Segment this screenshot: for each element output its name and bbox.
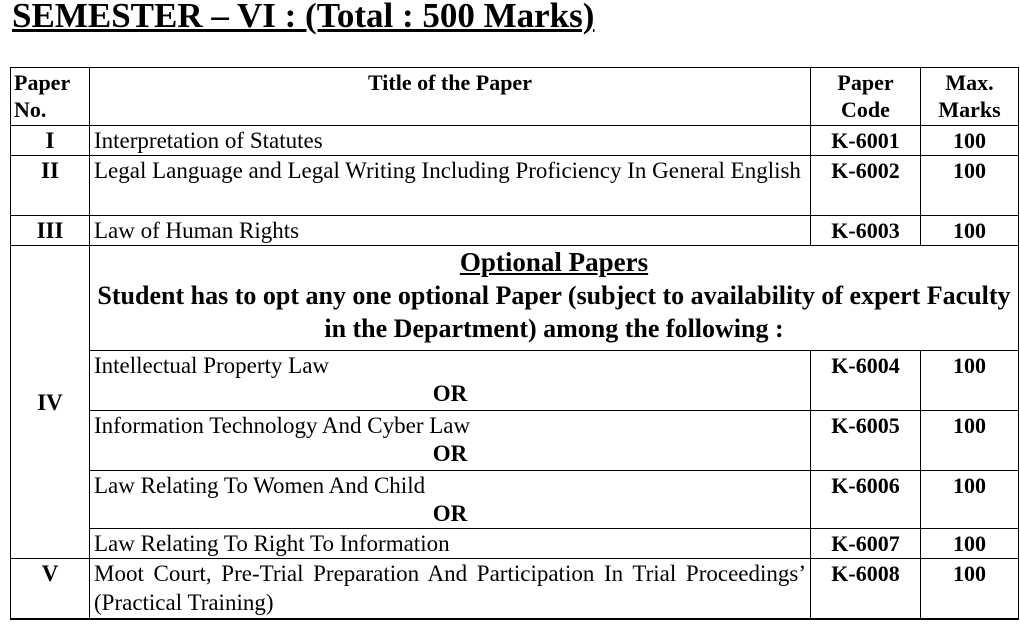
paper-marks: 100: [920, 155, 1019, 216]
optional-row: Law Relating To Women And Child OR K-6006…: [11, 470, 1019, 529]
paper-no: V: [10, 558, 90, 620]
paper-code: K-6004: [810, 350, 921, 411]
header-title: Title of the Paper: [89, 67, 811, 126]
paper-code: K-6001: [810, 125, 921, 156]
paper-title: Law Relating To Women And Child: [94, 473, 426, 498]
paper-no: I: [10, 125, 90, 156]
or-label: OR: [432, 441, 468, 466]
optional-heading-cell: Optional Papers Student has to opt any o…: [89, 245, 1019, 351]
optional-note: Student has to opt any one optional Pape…: [97, 281, 1011, 343]
paper-code: K-6006: [810, 470, 921, 529]
table-row: V Moot Court, Pre-Trial Preparation And …: [10, 558, 1019, 620]
paper-title-cell: Law Relating To Women And Child OR: [89, 470, 811, 529]
table-row: III Law of Human Rights K-6003 100: [10, 215, 1019, 246]
paper-marks: 100: [920, 125, 1019, 156]
paper-marks: 100: [920, 215, 1019, 246]
paper-title: Law Relating To Right To Information: [89, 528, 811, 559]
paper-marks: 100: [920, 528, 1019, 559]
paper-no: IV: [10, 245, 90, 559]
paper-title: Moot Court, Pre-Trial Preparation And Pa…: [89, 558, 811, 620]
paper-marks: 100: [920, 558, 1019, 620]
paper-title: Intellectual Property Law: [94, 353, 330, 378]
paper-title: Interpretation of Statutes: [89, 125, 811, 156]
paper-title-cell: Information Technology And Cyber Law OR: [89, 410, 811, 471]
paper-no: II: [10, 155, 90, 216]
header-code: Paper Code: [810, 67, 921, 126]
header-marks: Max. Marks: [920, 67, 1019, 126]
paper-no: III: [10, 215, 90, 246]
paper-code: K-6008: [810, 558, 921, 620]
table-row: II Legal Language and Legal Writing Incl…: [10, 155, 1019, 216]
or-label: OR: [432, 501, 468, 526]
paper-code: K-6003: [810, 215, 921, 246]
semester-table: Paper No. Title of the Paper Paper Code …: [10, 67, 1019, 620]
paper-code: K-6007: [810, 528, 921, 559]
header-paper-no: Paper No.: [10, 67, 90, 126]
header-row: Paper No. Title of the Paper Paper Code …: [10, 67, 1019, 126]
paper-title-cell: Intellectual Property Law OR: [89, 350, 811, 411]
optional-row: Intellectual Property Law OR K-6004 100: [11, 350, 1019, 411]
paper-marks: 100: [920, 470, 1019, 529]
page-title: SEMESTER – VI : (Total : 500 Marks): [12, 0, 595, 35]
paper-title: Law of Human Rights: [89, 215, 811, 246]
paper-marks: 100: [920, 410, 1019, 471]
optional-row: Law Relating To Right To Information K-6…: [11, 528, 1019, 559]
paper-code: K-6002: [810, 155, 921, 216]
paper-title: Legal Language and Legal Writing Includi…: [89, 155, 811, 216]
optional-row: Information Technology And Cyber Law OR K…: [11, 410, 1019, 471]
optional-heading: Optional Papers: [459, 247, 649, 277]
table-row: I Interpretation of Statutes K-6001 100: [10, 125, 1019, 156]
paper-title: Information Technology And Cyber Law: [94, 413, 471, 438]
paper-code: K-6005: [810, 410, 921, 471]
or-label: OR: [432, 381, 468, 406]
optional-heading-row: IV Optional Papers Student has to opt an…: [10, 245, 1019, 559]
paper-marks: 100: [920, 350, 1019, 411]
